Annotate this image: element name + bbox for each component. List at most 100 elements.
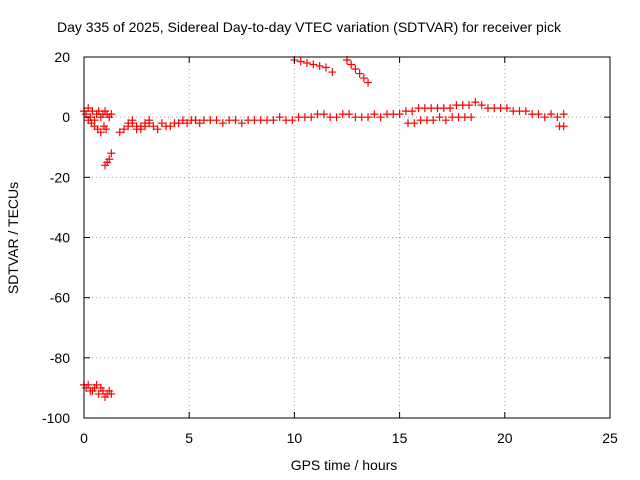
data-point xyxy=(328,68,337,77)
data-point xyxy=(141,119,150,128)
data-point xyxy=(94,389,103,398)
data-point xyxy=(174,119,183,128)
series-bottom-cluster xyxy=(80,380,116,401)
data-point xyxy=(212,116,221,125)
chart-title: Day 335 of 2025, Sidereal Day-to-day VTE… xyxy=(57,19,562,35)
data-point xyxy=(471,98,480,107)
data-point xyxy=(359,74,368,83)
y-tick-label: -20 xyxy=(50,169,70,185)
data-point xyxy=(84,380,93,389)
y-tick-label: -80 xyxy=(50,350,70,366)
data-point xyxy=(128,116,137,125)
data-point xyxy=(319,110,328,119)
y-tick-label: -40 xyxy=(50,230,70,246)
data-point xyxy=(467,113,476,122)
x-tick-label: 5 xyxy=(185,430,193,446)
data-point xyxy=(119,125,128,134)
data-point xyxy=(84,104,93,113)
data-point xyxy=(410,119,419,128)
data-point xyxy=(303,59,312,68)
series-lower-band xyxy=(404,113,476,128)
data-point xyxy=(309,60,318,69)
y-tick-label: 20 xyxy=(54,49,70,65)
data-point xyxy=(332,113,341,122)
series-high-streak-a xyxy=(290,56,337,77)
data-point xyxy=(429,116,438,125)
data-point xyxy=(408,107,417,116)
series-end-drop xyxy=(555,122,568,131)
data-point xyxy=(370,110,379,119)
data-point xyxy=(92,380,101,389)
data-point xyxy=(166,122,175,131)
data-point xyxy=(376,113,385,122)
data-point xyxy=(115,128,124,137)
data-point xyxy=(553,113,562,122)
data-point xyxy=(307,113,316,122)
data-point xyxy=(347,60,356,69)
x-axis-title: GPS time / hours xyxy=(291,457,398,473)
x-tick-label: 15 xyxy=(392,430,408,446)
data-point xyxy=(107,110,116,119)
data-point xyxy=(107,389,116,398)
x-tick-label: 20 xyxy=(497,430,513,446)
data-point xyxy=(502,104,511,113)
y-axis-title: SDTVAR / TECUs xyxy=(5,182,21,294)
data-point xyxy=(364,78,373,87)
y-tick-label: -100 xyxy=(42,410,70,426)
data-points xyxy=(80,56,568,401)
data-point xyxy=(395,110,404,119)
y-tick-label: -60 xyxy=(50,290,70,306)
data-point xyxy=(107,149,116,158)
data-point xyxy=(364,113,373,122)
data-point xyxy=(540,113,549,122)
data-point xyxy=(465,101,474,110)
x-tick-label: 25 xyxy=(602,430,618,446)
data-point xyxy=(102,125,111,134)
data-point xyxy=(275,113,284,122)
data-point xyxy=(288,116,297,125)
data-point xyxy=(149,122,158,131)
series-mid-dip xyxy=(124,116,154,134)
data-point xyxy=(321,63,330,72)
series-falling-streak xyxy=(101,149,116,170)
data-point xyxy=(345,110,354,119)
data-point xyxy=(136,125,145,134)
data-point xyxy=(178,116,187,125)
data-point xyxy=(521,107,530,116)
data-point xyxy=(296,57,305,66)
data-point xyxy=(191,116,200,125)
data-point xyxy=(231,116,240,125)
plot-frame xyxy=(83,56,611,419)
data-point xyxy=(446,104,455,113)
x-tick-label: 0 xyxy=(80,430,88,446)
axis-ticks: 0 5 10 15 20 25 -100 -80 -60 -40 -20 0 20 xyxy=(42,49,618,446)
data-point xyxy=(534,110,543,119)
data-point xyxy=(105,155,114,164)
data-point xyxy=(559,110,568,119)
y-tick-label: 0 xyxy=(62,109,70,125)
data-point xyxy=(195,119,204,128)
data-point xyxy=(237,119,246,128)
series-main-band xyxy=(80,98,568,137)
series-early-dip xyxy=(84,116,111,137)
data-point xyxy=(132,122,141,131)
series-high-streak-b xyxy=(343,56,373,87)
data-point xyxy=(559,122,568,131)
data-point xyxy=(124,119,133,128)
data-point xyxy=(269,116,278,125)
data-point xyxy=(218,119,227,128)
data-point xyxy=(351,65,360,74)
data-point xyxy=(315,62,324,71)
data-point xyxy=(183,119,192,128)
data-point xyxy=(157,119,166,128)
data-point xyxy=(145,116,154,125)
data-point xyxy=(96,128,105,137)
data-point xyxy=(435,113,444,122)
data-point xyxy=(153,125,162,134)
data-point xyxy=(477,101,486,110)
data-point xyxy=(547,110,556,119)
x-tick-label: 10 xyxy=(287,430,303,446)
grid xyxy=(84,57,610,418)
data-point xyxy=(355,69,364,78)
